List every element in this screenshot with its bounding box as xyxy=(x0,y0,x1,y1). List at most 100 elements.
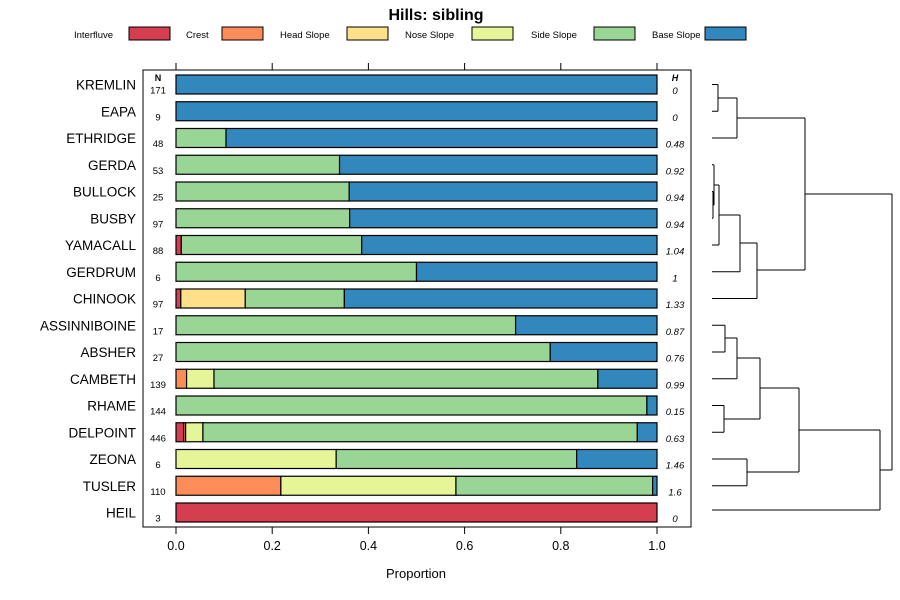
bar-row xyxy=(175,101,658,122)
bar-segment xyxy=(175,395,648,416)
h-value: 0.99 xyxy=(666,380,685,391)
bar-segment xyxy=(646,395,658,416)
bar-row xyxy=(175,422,658,443)
bar-segment xyxy=(175,261,418,282)
bar-segment xyxy=(415,261,658,282)
bar-segment xyxy=(597,368,658,389)
x-axis: 0.0 0.2 0.4 0.6 0.8 1.0 xyxy=(167,63,666,553)
h-value: 0.87 xyxy=(666,327,685,338)
row-label: EAPA xyxy=(101,104,136,119)
row-label: BULLOCK xyxy=(73,185,136,200)
row-label: CAMBETH xyxy=(70,372,136,387)
bar-segment xyxy=(213,368,599,389)
legend-label: Interfluve xyxy=(74,30,113,41)
n-value: 53 xyxy=(153,166,164,177)
bar-segment xyxy=(175,234,182,256)
bar-row xyxy=(175,315,658,336)
legend-label: Head Slope xyxy=(280,30,330,41)
bar-segment xyxy=(185,368,215,389)
bar-segment xyxy=(175,368,188,389)
bar-segment xyxy=(175,475,282,496)
n-value: 110 xyxy=(150,487,165,498)
n-value: 97 xyxy=(153,300,164,311)
bar-segment xyxy=(175,422,185,443)
dendrogram xyxy=(712,84,893,511)
h-value: 0.48 xyxy=(666,140,685,151)
bar-segment xyxy=(175,502,658,523)
bar-row xyxy=(175,341,658,363)
h-value: 1.46 xyxy=(666,461,685,472)
bar-segment xyxy=(175,127,227,149)
n-value: 25 xyxy=(153,193,164,204)
bar-segment xyxy=(636,422,658,443)
x-tick-label: 0.8 xyxy=(552,539,569,553)
bar-segment xyxy=(455,475,654,496)
legend-swatch xyxy=(704,26,747,41)
bar-row xyxy=(175,208,658,229)
legend: Interfluve Crest Head Slope Nose Slope Side … xyxy=(74,26,747,41)
bar-row xyxy=(175,475,658,496)
bar-row xyxy=(175,368,658,389)
row-label: BUSBY xyxy=(90,211,136,226)
h-value: 0 xyxy=(672,113,678,124)
n-value: 48 xyxy=(153,139,164,150)
legend-label: Crest xyxy=(186,30,209,41)
bar-segment xyxy=(175,181,350,202)
row-label: DELPOINT xyxy=(68,425,136,440)
row-label: HEIL xyxy=(106,506,137,521)
row-label: ETHRIDGE xyxy=(66,131,136,146)
x-axis-label: Proportion xyxy=(386,566,446,581)
chart-title: Hills: sibling xyxy=(388,7,483,24)
n-value: 139 xyxy=(150,380,166,391)
legend-swatch xyxy=(221,26,264,41)
x-tick-label: 0.0 xyxy=(167,539,184,553)
bar-row xyxy=(175,127,658,149)
bar-segment xyxy=(175,341,551,363)
row-label: ASSINNIBOINE xyxy=(40,318,136,333)
row-label: CHINOOK xyxy=(73,292,136,307)
x-tick-label: 0.4 xyxy=(360,539,377,553)
h-value: 1 xyxy=(672,273,677,284)
n-header: N xyxy=(155,73,162,83)
legend-swatch xyxy=(346,26,389,41)
n-value: 17 xyxy=(153,326,164,337)
row-label: TUSLER xyxy=(83,479,137,494)
bar-segment xyxy=(175,154,341,175)
bar-row xyxy=(175,154,658,175)
row-label: ZEONA xyxy=(89,452,136,467)
bar-segment xyxy=(652,475,658,496)
bar-segment xyxy=(343,288,658,309)
bar-segment xyxy=(202,422,638,443)
bar-row xyxy=(175,288,658,309)
h-value: 0.92 xyxy=(666,166,685,177)
h-value: 0.15 xyxy=(666,407,685,418)
bar-segment xyxy=(514,315,658,336)
row-label: GERDRUM xyxy=(66,265,136,280)
bar-segment xyxy=(175,315,517,336)
bar-row xyxy=(175,181,658,202)
legend-swatch xyxy=(471,26,514,41)
n-value: 6 xyxy=(155,273,160,284)
bar-row xyxy=(175,448,658,470)
h-value: 0.63 xyxy=(666,434,685,445)
row-label: RHAME xyxy=(87,399,136,414)
h-value: 0.76 xyxy=(666,354,685,365)
h-value: 0.94 xyxy=(666,220,685,231)
h-value: 1.04 xyxy=(666,247,685,258)
n-value: 446 xyxy=(150,433,166,444)
row-label: GERDA xyxy=(88,158,136,173)
x-tick-label: 0.6 xyxy=(456,539,473,553)
bar-segment xyxy=(244,288,345,309)
bar-segment xyxy=(180,234,363,256)
bars xyxy=(175,74,658,523)
h-value: 1.6 xyxy=(668,487,682,498)
h-value: 0 xyxy=(672,514,678,525)
bar-segment xyxy=(175,208,351,229)
bar-segment xyxy=(361,234,658,256)
legend-swatch xyxy=(128,26,171,41)
n-value: 9 xyxy=(155,112,160,123)
bar-segment xyxy=(185,422,204,443)
bar-row xyxy=(175,395,658,416)
bar-segment xyxy=(175,288,182,309)
